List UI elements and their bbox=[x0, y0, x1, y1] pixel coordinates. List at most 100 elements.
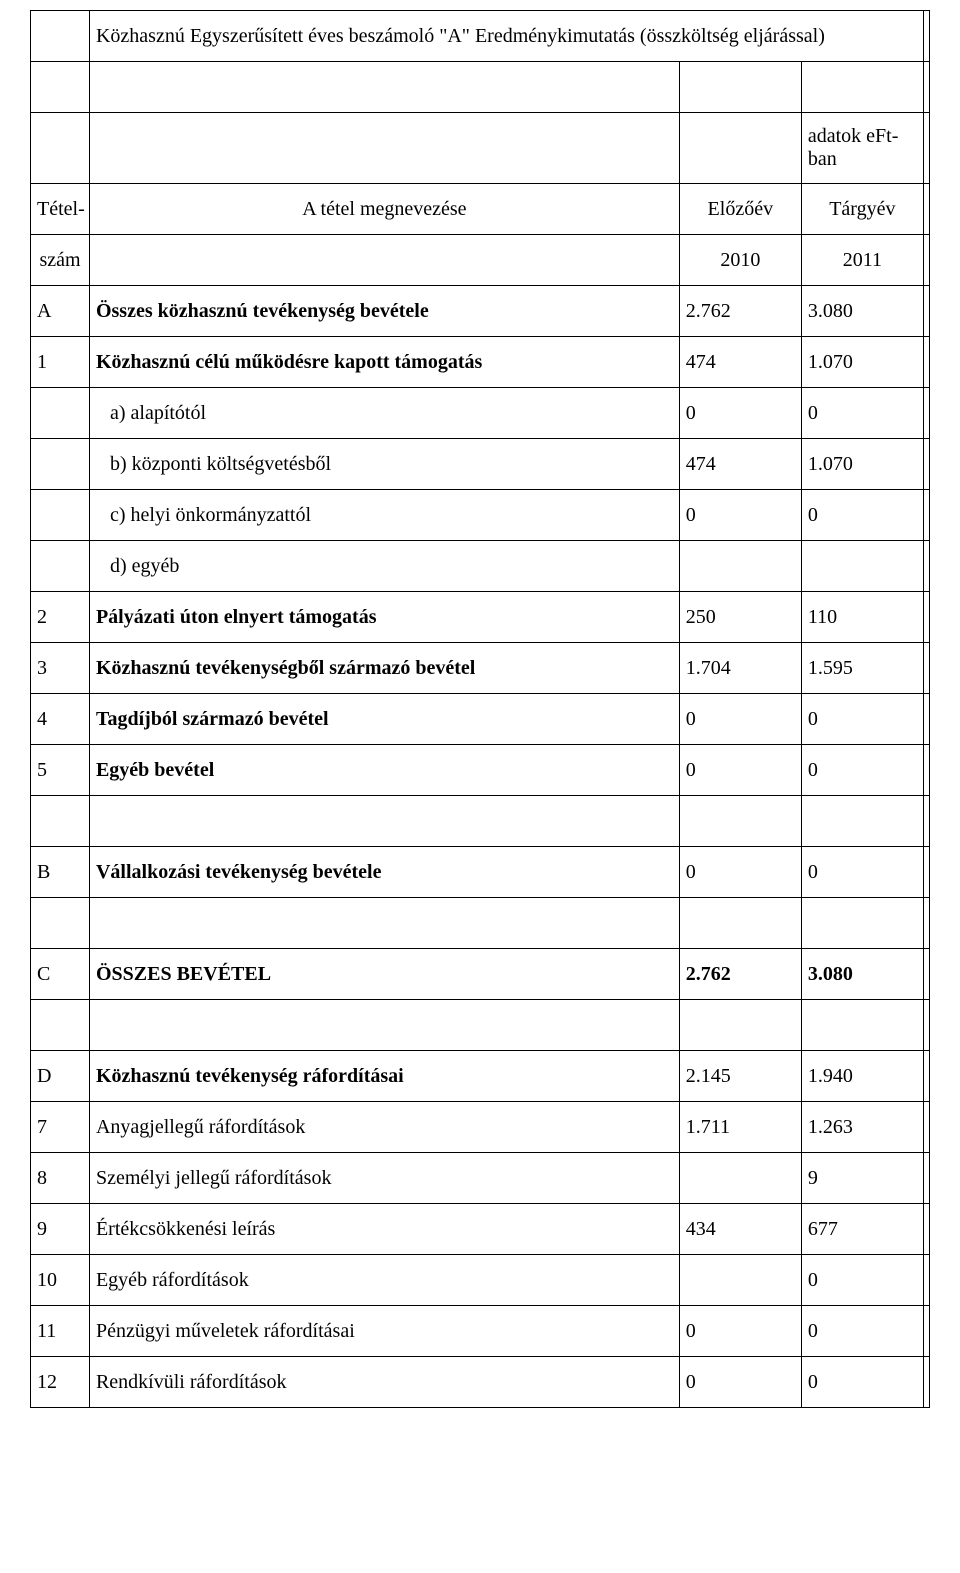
row-curr: 1.070 bbox=[801, 439, 923, 490]
row-name: Vállalkozási tevékenység bevétele bbox=[89, 847, 679, 898]
table-row: 8 Személyi jellegű ráfordítások 9 bbox=[31, 1153, 930, 1204]
row-prev bbox=[679, 1255, 801, 1306]
row-id: 5 bbox=[31, 745, 90, 796]
row-id: 3 bbox=[31, 643, 90, 694]
row-prev bbox=[679, 541, 801, 592]
header-curr-label: Tárgyév bbox=[801, 184, 923, 235]
row-name: Pályázati úton elnyert támogatás bbox=[89, 592, 679, 643]
row-id: C bbox=[31, 949, 90, 1000]
header-szam: szám bbox=[31, 235, 90, 286]
row-prev: 0 bbox=[679, 745, 801, 796]
row-name: c) helyi önkormányzattól bbox=[89, 490, 679, 541]
table-row: 4 Tagdíjból származó bevétel 0 0 bbox=[31, 694, 930, 745]
row-prev: 474 bbox=[679, 439, 801, 490]
table-title: Közhasznú Egyszerűsített éves beszámoló … bbox=[89, 11, 923, 62]
row-curr: 9 bbox=[801, 1153, 923, 1204]
table-row: 5 Egyéb bevétel 0 0 bbox=[31, 745, 930, 796]
row-curr: 0 bbox=[801, 490, 923, 541]
row-curr: 3.080 bbox=[801, 949, 923, 1000]
header-prev-year: 2010 bbox=[679, 235, 801, 286]
row-name: Közhasznú célú működésre kapott támogatá… bbox=[89, 337, 679, 388]
unit-note-row: adatok eFt-ban bbox=[31, 113, 930, 184]
row-name: Értékcsökkenési leírás bbox=[89, 1204, 679, 1255]
table-row: c) helyi önkormányzattól 0 0 bbox=[31, 490, 930, 541]
row-prev: 434 bbox=[679, 1204, 801, 1255]
row-name: ÖSSZES BEVÉTEL bbox=[89, 949, 679, 1000]
row-id: 11 bbox=[31, 1306, 90, 1357]
table-row: D Közhasznú tevékenység ráfordításai 2.1… bbox=[31, 1051, 930, 1102]
table-row: 12 Rendkívüli ráfordítások 0 0 bbox=[31, 1357, 930, 1408]
table-row: d) egyéb bbox=[31, 541, 930, 592]
row-id: 9 bbox=[31, 1204, 90, 1255]
row-curr: 0 bbox=[801, 745, 923, 796]
row-curr: 0 bbox=[801, 694, 923, 745]
table-row: B Vállalkozási tevékenység bevétele 0 0 bbox=[31, 847, 930, 898]
row-curr: 1.595 bbox=[801, 643, 923, 694]
row-curr: 0 bbox=[801, 1255, 923, 1306]
row-name: b) központi költségvetésből bbox=[89, 439, 679, 490]
row-curr: 677 bbox=[801, 1204, 923, 1255]
row-curr: 0 bbox=[801, 1306, 923, 1357]
table-row: b) központi költségvetésből 474 1.070 bbox=[31, 439, 930, 490]
header-prev-label: Előzőév bbox=[679, 184, 801, 235]
row-id: 4 bbox=[31, 694, 90, 745]
row-prev: 1.704 bbox=[679, 643, 801, 694]
row-name: Anyagjellegű ráfordítások bbox=[89, 1102, 679, 1153]
empty-row bbox=[31, 898, 930, 949]
row-name: Egyéb ráfordítások bbox=[89, 1255, 679, 1306]
row-prev: 0 bbox=[679, 1357, 801, 1408]
table-row: 9 Értékcsökkenési leírás 434 677 bbox=[31, 1204, 930, 1255]
table-row: 11 Pénzügyi műveletek ráfordításai 0 0 bbox=[31, 1306, 930, 1357]
row-name: Tagdíjból származó bevétel bbox=[89, 694, 679, 745]
row-curr: 1.263 bbox=[801, 1102, 923, 1153]
row-prev: 0 bbox=[679, 694, 801, 745]
income-statement-table: Közhasznú Egyszerűsített éves beszámoló … bbox=[30, 10, 930, 1408]
row-name: Pénzügyi műveletek ráfordításai bbox=[89, 1306, 679, 1357]
row-prev: 0 bbox=[679, 1306, 801, 1357]
row-prev: 2.145 bbox=[679, 1051, 801, 1102]
row-prev: 250 bbox=[679, 592, 801, 643]
row-prev bbox=[679, 1153, 801, 1204]
row-curr: 1.940 bbox=[801, 1051, 923, 1102]
row-id: B bbox=[31, 847, 90, 898]
empty-row bbox=[31, 1000, 930, 1051]
table-row: A Összes közhasznú tevékenység bevétele … bbox=[31, 286, 930, 337]
row-name: Összes közhasznú tevékenység bevétele bbox=[89, 286, 679, 337]
row-id: 1 bbox=[31, 337, 90, 388]
row-name: Közhasznú tevékenységből származó bevéte… bbox=[89, 643, 679, 694]
row-id: 2 bbox=[31, 592, 90, 643]
row-curr: 0 bbox=[801, 847, 923, 898]
table-row: 10 Egyéb ráfordítások 0 bbox=[31, 1255, 930, 1306]
row-curr: 3.080 bbox=[801, 286, 923, 337]
empty-row bbox=[31, 796, 930, 847]
header-row-2: szám 2010 2011 bbox=[31, 235, 930, 286]
table-row: C ÖSSZES BEVÉTEL 2.762 3.080 bbox=[31, 949, 930, 1000]
row-curr: 0 bbox=[801, 388, 923, 439]
row-curr bbox=[801, 541, 923, 592]
row-curr: 1.070 bbox=[801, 337, 923, 388]
row-id: 8 bbox=[31, 1153, 90, 1204]
table-row: 3 Közhasznú tevékenységből származó bevé… bbox=[31, 643, 930, 694]
row-curr: 0 bbox=[801, 1357, 923, 1408]
table-title-row: Közhasznú Egyszerűsített éves beszámoló … bbox=[31, 11, 930, 62]
row-prev: 2.762 bbox=[679, 949, 801, 1000]
row-id: 12 bbox=[31, 1357, 90, 1408]
header-name: A tétel megnevezése bbox=[89, 184, 679, 235]
row-id: A bbox=[31, 286, 90, 337]
row-prev: 2.762 bbox=[679, 286, 801, 337]
header-row-1: Tétel- A tétel megnevezése Előzőév Tárgy… bbox=[31, 184, 930, 235]
row-name: d) egyéb bbox=[89, 541, 679, 592]
table-row: 7 Anyagjellegű ráfordítások 1.711 1.263 bbox=[31, 1102, 930, 1153]
row-prev: 0 bbox=[679, 388, 801, 439]
row-name: a) alapítótól bbox=[89, 388, 679, 439]
row-prev: 1.711 bbox=[679, 1102, 801, 1153]
header-tetel: Tétel- bbox=[31, 184, 90, 235]
header-curr-year: 2011 bbox=[801, 235, 923, 286]
row-name: Rendkívüli ráfordítások bbox=[89, 1357, 679, 1408]
row-id: D bbox=[31, 1051, 90, 1102]
row-name: Egyéb bevétel bbox=[89, 745, 679, 796]
row-prev: 0 bbox=[679, 847, 801, 898]
table-row: a) alapítótól 0 0 bbox=[31, 388, 930, 439]
table-row: 2 Pályázati úton elnyert támogatás 250 1… bbox=[31, 592, 930, 643]
row-name: Személyi jellegű ráfordítások bbox=[89, 1153, 679, 1204]
